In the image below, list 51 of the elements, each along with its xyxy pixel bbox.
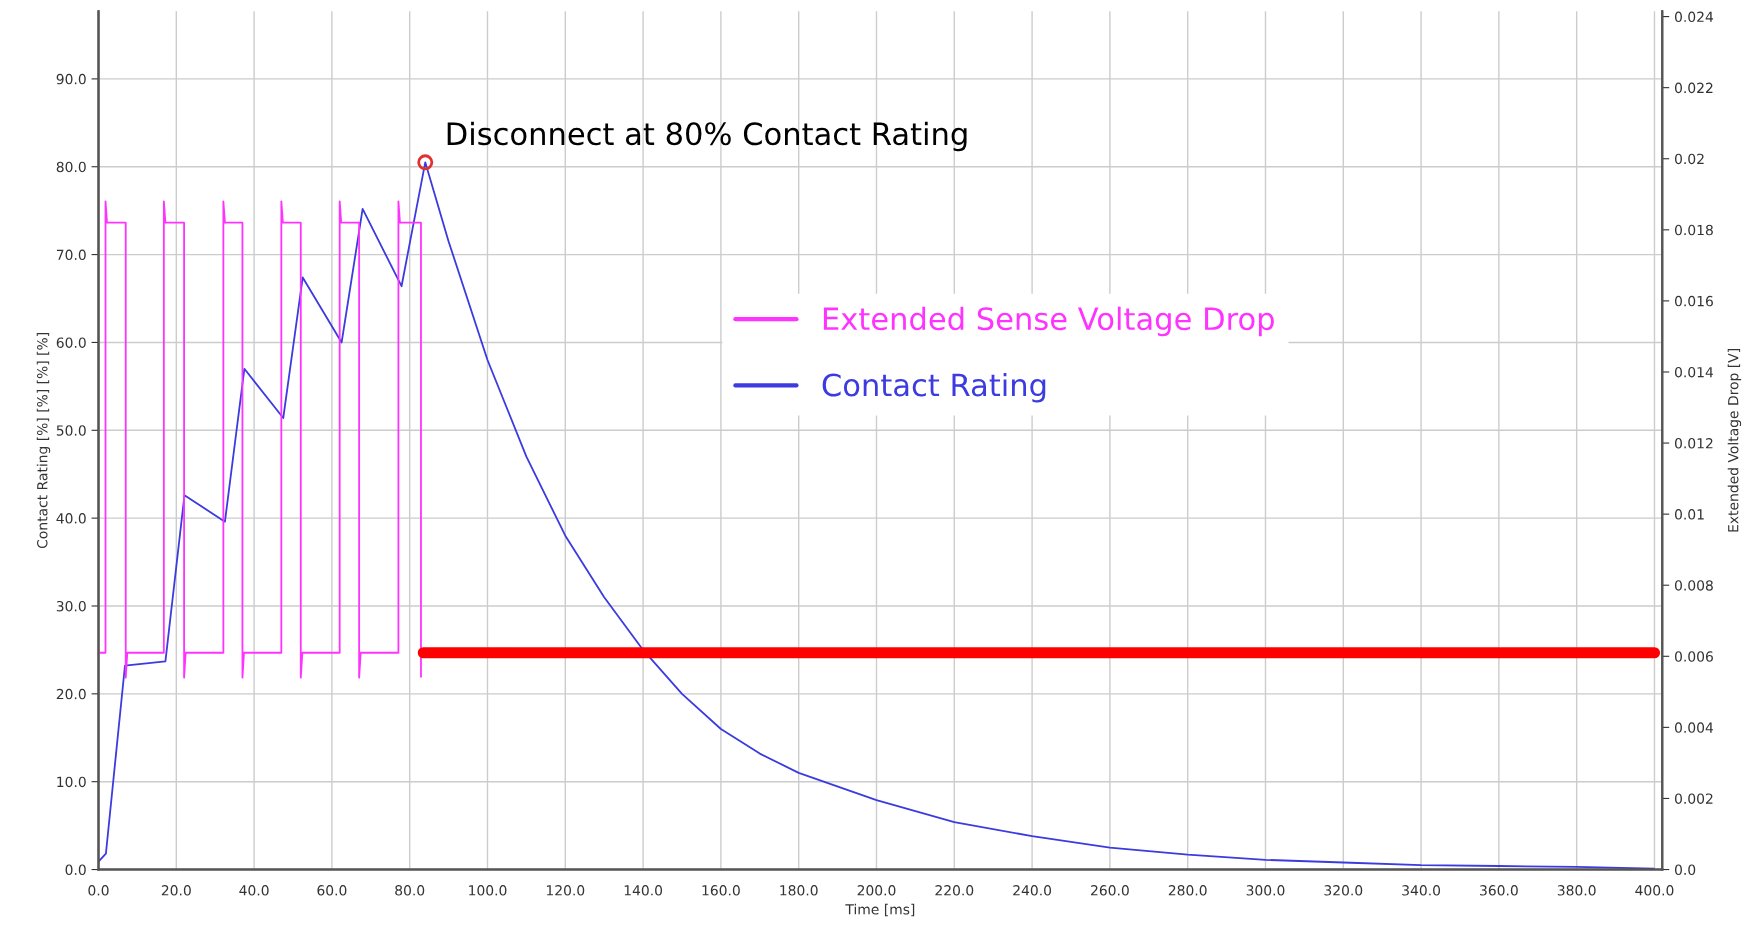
- x-tick-label: 320.0: [1324, 885, 1363, 896]
- x-tick-label: 220.0: [935, 885, 974, 896]
- annotation: Disconnect at 80% Contact Rating: [447, 121, 967, 152]
- y2-tick-label: 0.022: [1674, 82, 1713, 94]
- x-tick-label: 20.0: [161, 885, 191, 896]
- x-tick-label: 160.0: [702, 885, 740, 896]
- x-tick-label: 120.0: [546, 885, 585, 896]
- x-tick-label: 180.0: [780, 885, 818, 896]
- y2-tick-label: 0.024: [1674, 11, 1714, 23]
- y-axis-title: Contact Rating [%] [%] [%] [%]: [36, 333, 51, 549]
- x-tick-label: 200.0: [857, 885, 896, 896]
- line-series: [98, 200, 422, 679]
- y-tick-label: 80.0: [56, 161, 86, 173]
- y2-tick-label: 0.016: [1674, 295, 1713, 307]
- x-axis-title: Time [ms]: [845, 903, 915, 917]
- y2-axis-title: Extended Voltage Drop [V]: [1727, 349, 1742, 532]
- y-tick-label: 0.0: [65, 864, 86, 876]
- y-tick-label: 60.0: [56, 337, 86, 348]
- x-tick-label: 140.0: [624, 885, 663, 896]
- x-tick-label: 380.0: [1557, 885, 1596, 896]
- y-tick-label: 50.0: [56, 425, 86, 436]
- x-tick-label: 0.0: [88, 885, 109, 896]
- x-tick-label: 280.0: [1168, 885, 1207, 896]
- y2-tick-label: 0.02: [1674, 153, 1704, 165]
- y2-tick-label: 0.012: [1674, 438, 1713, 449]
- y-tick-label: 30.0: [56, 600, 86, 612]
- x-tick-label: 100.0: [469, 885, 507, 896]
- y2-tick-label: 0.004: [1674, 722, 1714, 733]
- x-tick-label: 300.0: [1246, 885, 1285, 896]
- y2-tick-label: 0.006: [1674, 651, 1713, 662]
- y2-tick-label: 0.014: [1674, 366, 1714, 378]
- y2-tick-label: 0.01: [1674, 509, 1704, 520]
- x-tick-label: 360.0: [1480, 885, 1518, 896]
- x-tick-label: 240.0: [1013, 885, 1052, 896]
- x-tick-label: 60.0: [317, 885, 347, 896]
- y2-tick-label: 0.0: [1674, 864, 1696, 876]
- x-tick-label: 40.0: [239, 885, 269, 896]
- y-tick-label: 90.0: [56, 73, 86, 85]
- legend-label: Extended Sense Voltage Drop: [823, 306, 1274, 337]
- legend-label: Contact Rating: [822, 372, 1046, 403]
- x-tick-label: 400.0: [1635, 885, 1674, 896]
- y-tick-label: 10.0: [57, 776, 86, 788]
- y-tick-label: 20.0: [56, 688, 86, 700]
- x-tick-label: 260.0: [1091, 885, 1129, 896]
- y-tick-label: 70.0: [56, 249, 86, 261]
- y2-tick-label: 0.018: [1674, 224, 1713, 236]
- y2-tick-label: 0.008: [1674, 580, 1713, 591]
- y2-tick-label: 0.002: [1674, 793, 1713, 804]
- y-tick-label: 40.0: [56, 513, 86, 524]
- x-tick-label: 80.0: [395, 885, 425, 896]
- x-tick-label: 340.0: [1402, 885, 1441, 896]
